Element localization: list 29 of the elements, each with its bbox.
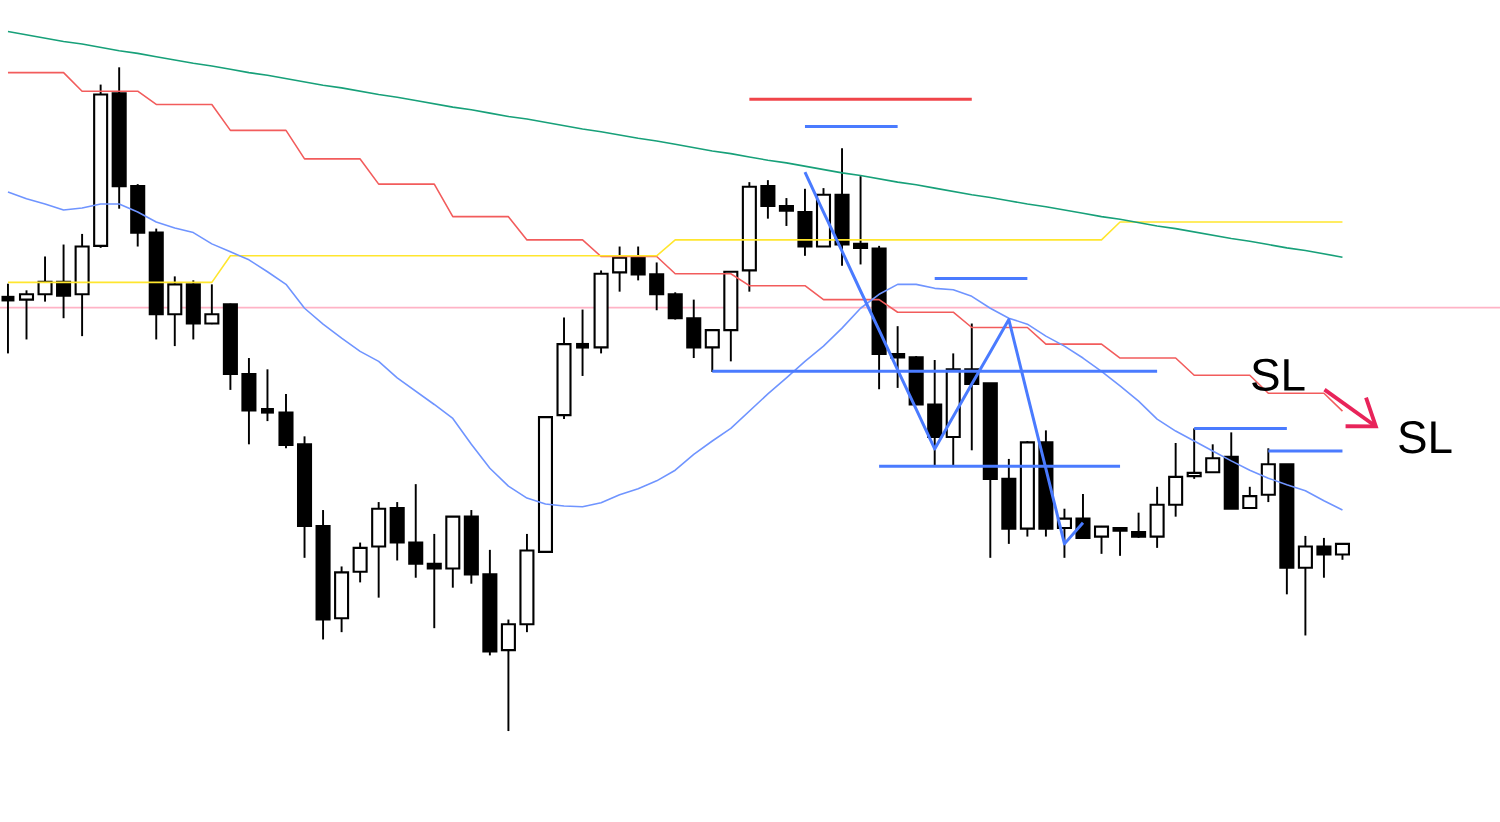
candlestick <box>704 328 720 373</box>
candlestick <box>56 243 72 320</box>
annotation: SL <box>1252 358 1305 391</box>
candlestick <box>1186 427 1202 480</box>
candlestick <box>649 261 665 312</box>
candlestick <box>612 245 628 293</box>
candlestick <box>352 541 368 584</box>
candlestick <box>37 255 53 303</box>
candlestick <box>667 291 683 321</box>
candlestick <box>204 283 220 326</box>
text: SL <box>1399 421 1452 454</box>
candlestick <box>1242 485 1258 510</box>
candlestick <box>778 197 794 227</box>
candlestick <box>426 532 442 630</box>
candlestick <box>1131 511 1147 539</box>
candlestick <box>260 368 274 423</box>
candlestick <box>853 175 869 266</box>
candlestick <box>760 179 776 220</box>
candlestick <box>1112 526 1128 557</box>
candlestick <box>1316 536 1332 579</box>
candlestick <box>1 282 15 355</box>
candlestick <box>576 308 590 377</box>
candlestick <box>1297 534 1313 637</box>
candlestick <box>1093 524 1110 555</box>
candlestick <box>1075 493 1091 540</box>
candlestick <box>408 483 424 579</box>
candlestick <box>18 289 35 341</box>
candlestick <box>1205 443 1221 474</box>
candlestick <box>630 245 646 282</box>
